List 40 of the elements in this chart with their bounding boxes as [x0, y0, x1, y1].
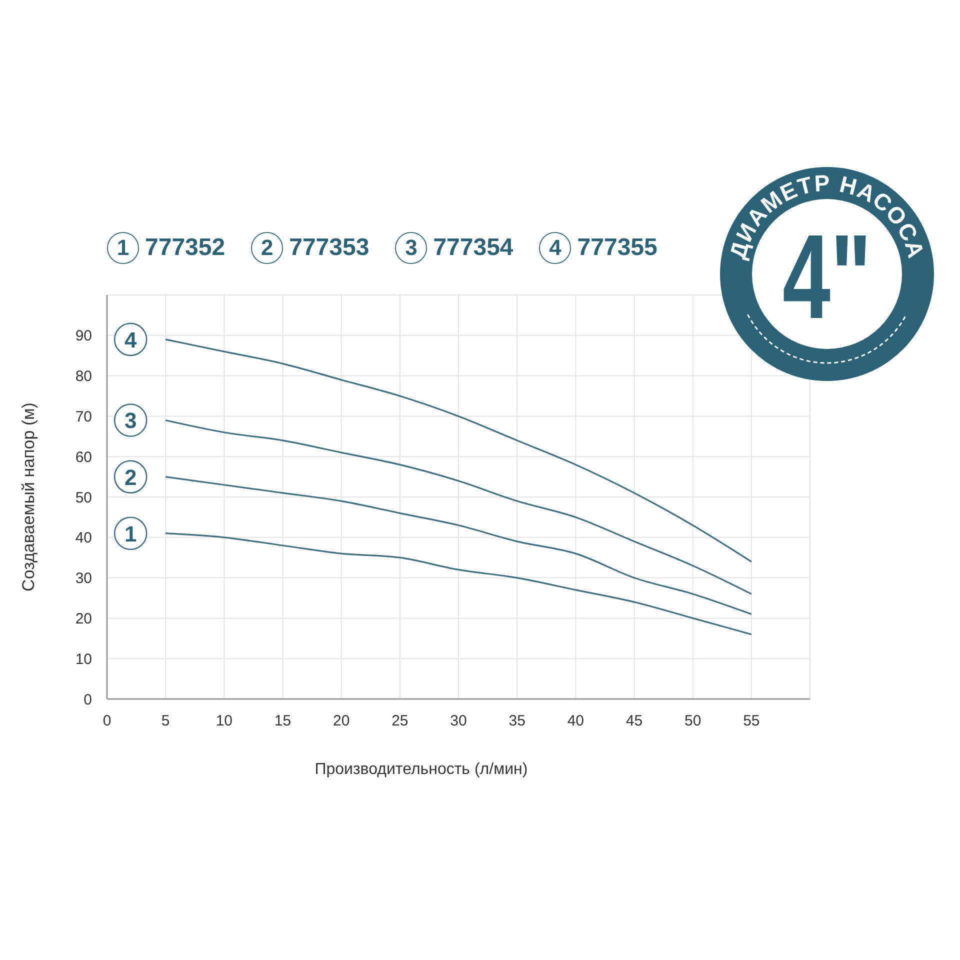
- y-tick-label: 10: [75, 650, 92, 668]
- legend-label: 777353: [289, 234, 370, 262]
- x-tick-label: 55: [743, 712, 760, 730]
- text: 3: [405, 235, 418, 260]
- y-tick-label: 20: [75, 610, 92, 628]
- x-tick-label: 10: [216, 712, 233, 730]
- text: 4: [549, 235, 562, 260]
- text: 2: [260, 235, 274, 260]
- line-series: [164, 476, 752, 615]
- line-series: [164, 532, 752, 636]
- x-tick-label: 30: [450, 712, 467, 730]
- x-tick-label: 25: [392, 712, 408, 730]
- x-tick-label: 0: [102, 712, 112, 730]
- y-tick-label: 60: [75, 448, 92, 466]
- y-axis-title: Создаваемый напор (м): [19, 402, 38, 592]
- y-tick-label: 90: [75, 328, 92, 345]
- y-tick-label: 70: [75, 408, 92, 426]
- y-tick-label: 40: [75, 530, 92, 547]
- x-tick-label: 35: [508, 712, 526, 730]
- x-tick-label: 40: [567, 712, 584, 730]
- line-series: [164, 419, 752, 595]
- x-tick-label: 50: [684, 712, 702, 730]
- x-tick-label: 45: [626, 712, 643, 730]
- annotation: 4: [124, 327, 138, 352]
- annotation: 1: [124, 521, 137, 546]
- legend-label: 777354: [433, 234, 514, 262]
- annotation: 3: [124, 408, 137, 434]
- y-tick-label: 30: [75, 570, 92, 588]
- y-tick-label: 50: [75, 489, 92, 506]
- line-series: [164, 338, 752, 562]
- legend-label: 777352: [145, 234, 226, 262]
- x-tick-label: 15: [274, 712, 292, 730]
- legend-label: 777355: [577, 234, 658, 262]
- x-tick-label: 5: [161, 712, 170, 730]
- text: 1: [116, 235, 130, 260]
- y-tick-label: 0: [84, 691, 92, 708]
- x-axis-title: Производительность (л/мин): [314, 761, 528, 778]
- annotation: 2: [124, 464, 137, 490]
- y-tick-label: 80: [75, 368, 92, 386]
- x-tick-label: 20: [332, 712, 350, 730]
